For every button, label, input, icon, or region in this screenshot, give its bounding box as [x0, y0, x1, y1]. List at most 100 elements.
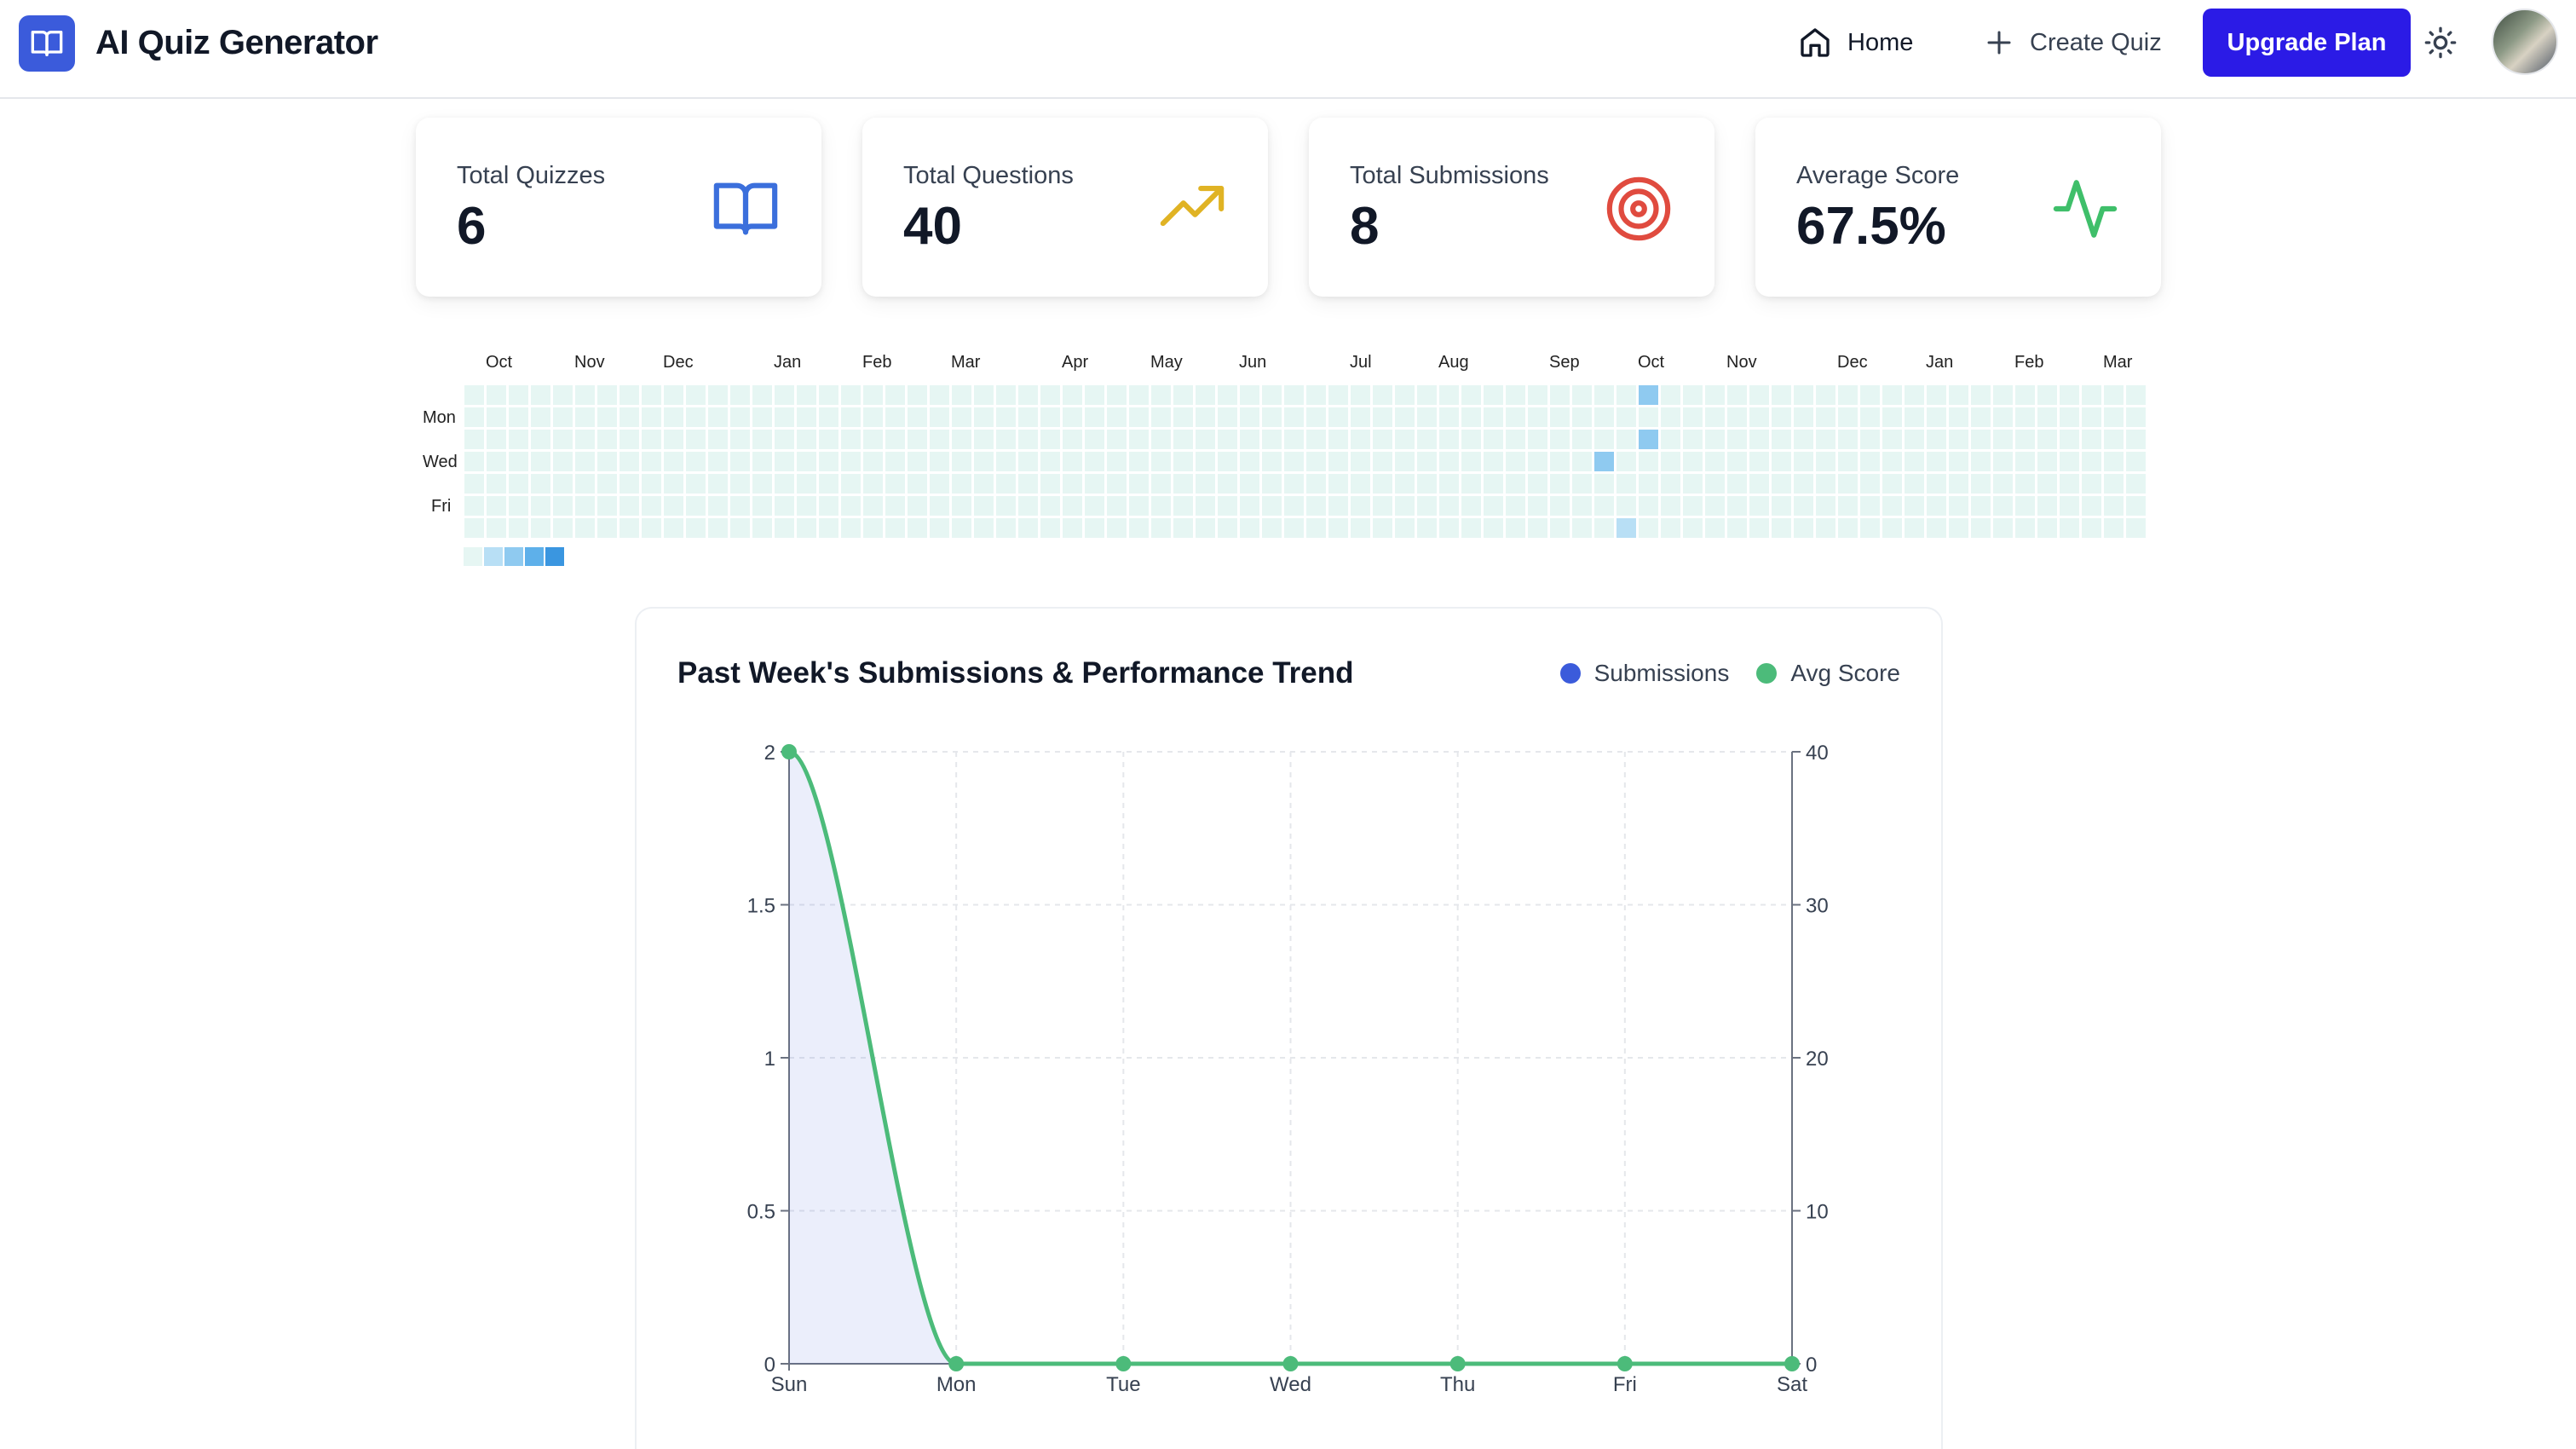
heatmap-cell[interactable]: [708, 474, 728, 494]
heatmap-cell[interactable]: [597, 385, 617, 405]
heatmap-cell[interactable]: [863, 518, 883, 538]
heatmap-cell[interactable]: [487, 452, 506, 471]
heatmap-cell[interactable]: [509, 430, 528, 449]
heatmap-cell[interactable]: [464, 407, 484, 427]
heatmap-cell[interactable]: [664, 407, 683, 427]
heatmap-cell[interactable]: [1284, 518, 1304, 538]
heatmap-cell[interactable]: [1506, 518, 1525, 538]
heatmap-cell[interactable]: [464, 385, 484, 405]
heatmap-cell[interactable]: [487, 430, 506, 449]
heatmap-cell[interactable]: [1749, 452, 1769, 471]
heatmap-cell[interactable]: [1794, 518, 1813, 538]
heatmap-cell[interactable]: [1993, 385, 2013, 405]
heatmap-cell[interactable]: [1018, 452, 1038, 471]
heatmap-cell[interactable]: [1173, 385, 1193, 405]
heatmap-cell[interactable]: [1882, 430, 1902, 449]
heatmap-cell[interactable]: [664, 474, 683, 494]
heatmap-cell[interactable]: [1882, 518, 1902, 538]
heatmap-cell[interactable]: [1218, 407, 1237, 427]
heatmap-cell[interactable]: [553, 518, 573, 538]
heatmap-cell[interactable]: [1993, 452, 2013, 471]
heatmap-cell[interactable]: [1705, 474, 1725, 494]
heatmap-cell[interactable]: [1196, 496, 1215, 516]
heatmap-cell[interactable]: [2082, 430, 2101, 449]
heatmap-cell[interactable]: [1550, 452, 1570, 471]
heatmap-cell[interactable]: [1927, 407, 1946, 427]
heatmap-cell[interactable]: [1306, 452, 1326, 471]
heatmap-cell[interactable]: [1461, 407, 1481, 427]
heatmap-cell[interactable]: [1772, 407, 1791, 427]
heatmap-cell[interactable]: [1528, 496, 1547, 516]
heatmap-cell[interactable]: [1993, 430, 2013, 449]
heatmap-cell[interactable]: [1173, 407, 1193, 427]
heatmap-cell[interactable]: [841, 474, 861, 494]
heatmap-cell[interactable]: [642, 452, 661, 471]
heatmap-cell[interactable]: [1794, 452, 1813, 471]
heatmap-cell[interactable]: [1417, 518, 1437, 538]
heatmap-cell[interactable]: [664, 430, 683, 449]
heatmap-cell[interactable]: [1506, 385, 1525, 405]
heatmap-cell[interactable]: [464, 474, 484, 494]
heatmap-cell[interactable]: [1306, 430, 1326, 449]
heatmap-cell[interactable]: [487, 407, 506, 427]
heatmap-cell[interactable]: [1838, 407, 1858, 427]
heatmap-cell[interactable]: [487, 518, 506, 538]
heatmap-cell[interactable]: [1129, 430, 1149, 449]
heatmap-cell[interactable]: [2104, 474, 2124, 494]
heatmap-cell[interactable]: [863, 496, 883, 516]
heatmap-cell[interactable]: [1772, 430, 1791, 449]
heatmap-cell[interactable]: [1395, 518, 1415, 538]
heatmap-cell[interactable]: [1173, 474, 1193, 494]
heatmap-cell[interactable]: [996, 430, 1016, 449]
heatmap-cell[interactable]: [1727, 430, 1747, 449]
heatmap-cell[interactable]: [1218, 385, 1237, 405]
heatmap-cell[interactable]: [2060, 385, 2079, 405]
heatmap-cell[interactable]: [1705, 407, 1725, 427]
heatmap-cell[interactable]: [908, 385, 927, 405]
heatmap-cell[interactable]: [1727, 518, 1747, 538]
heatmap-cell[interactable]: [1484, 407, 1503, 427]
heatmap-cell[interactable]: [2104, 452, 2124, 471]
heatmap-cell[interactable]: [1351, 474, 1370, 494]
heatmap-cell[interactable]: [1882, 385, 1902, 405]
heatmap-cell[interactable]: [952, 496, 971, 516]
heatmap-cell[interactable]: [531, 518, 550, 538]
heatmap-cell[interactable]: [885, 474, 905, 494]
heatmap-cell[interactable]: [1639, 496, 1658, 516]
heatmap-cell[interactable]: [1749, 430, 1769, 449]
heatmap-cell[interactable]: [1528, 474, 1547, 494]
heatmap-cell[interactable]: [553, 385, 573, 405]
heatmap-cell[interactable]: [974, 452, 994, 471]
heatmap-cell[interactable]: [620, 452, 639, 471]
heatmap-cell[interactable]: [1328, 474, 1348, 494]
heatmap-cell[interactable]: [553, 430, 573, 449]
heatmap-cell[interactable]: [487, 496, 506, 516]
heatmap-cell[interactable]: [1218, 430, 1237, 449]
heatmap-cell[interactable]: [2015, 430, 2035, 449]
heatmap-cell[interactable]: [1616, 518, 1636, 538]
heatmap-cell[interactable]: [996, 518, 1016, 538]
heatmap-cell[interactable]: [1971, 385, 1991, 405]
heatmap-cell[interactable]: [1173, 452, 1193, 471]
heatmap-cell[interactable]: [1949, 496, 1968, 516]
heatmap-cell[interactable]: [1816, 518, 1835, 538]
heatmap-cell[interactable]: [1727, 496, 1747, 516]
heatmap-cell[interactable]: [1661, 518, 1680, 538]
heatmap-cell[interactable]: [1196, 474, 1215, 494]
heatmap-cell[interactable]: [2082, 496, 2101, 516]
heatmap-cell[interactable]: [1040, 452, 1060, 471]
heatmap-cell[interactable]: [1373, 407, 1392, 427]
heatmap-cell[interactable]: [2126, 474, 2146, 494]
heatmap-cell[interactable]: [642, 496, 661, 516]
heatmap-cell[interactable]: [686, 385, 706, 405]
heatmap-cell[interactable]: [930, 518, 949, 538]
heatmap-cell[interactable]: [1860, 496, 1880, 516]
heatmap-cell[interactable]: [974, 430, 994, 449]
heatmap-cell[interactable]: [1306, 518, 1326, 538]
heatmap-cell[interactable]: [642, 407, 661, 427]
heatmap-cell[interactable]: [620, 496, 639, 516]
heatmap-cell[interactable]: [1040, 518, 1060, 538]
heatmap-cell[interactable]: [1550, 407, 1570, 427]
heatmap-cell[interactable]: [1949, 474, 1968, 494]
heatmap-cell[interactable]: [1572, 496, 1592, 516]
